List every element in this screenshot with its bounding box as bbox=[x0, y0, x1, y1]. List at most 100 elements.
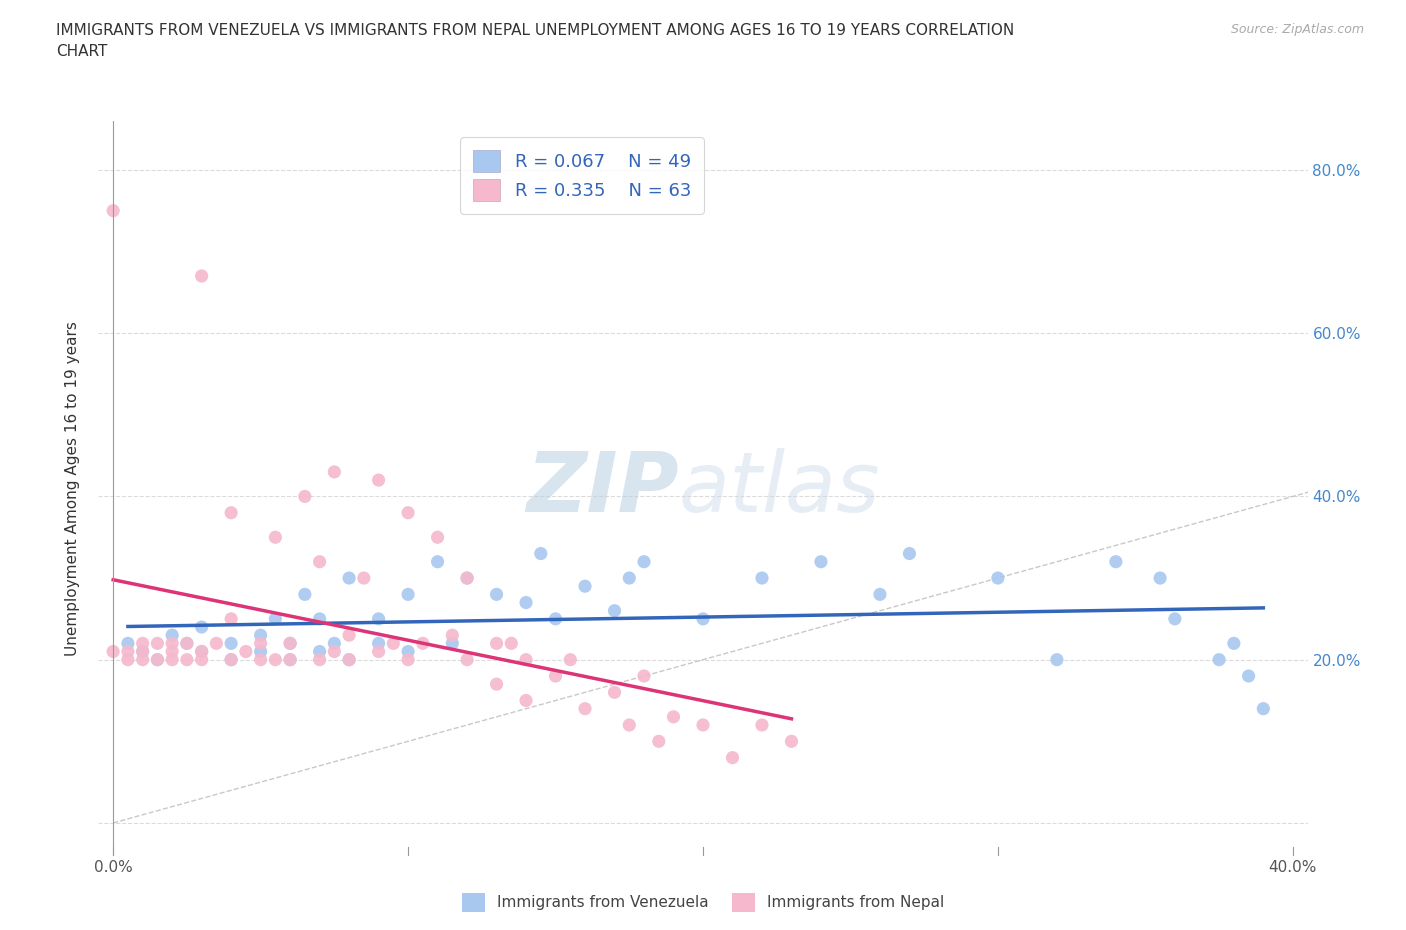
Point bbox=[869, 587, 891, 602]
Legend: R = 0.067    N = 49, R = 0.335    N = 63: R = 0.067 N = 49, R = 0.335 N = 63 bbox=[461, 138, 703, 214]
Point bbox=[1223, 636, 1246, 651]
Text: Source: ZipAtlas.com: Source: ZipAtlas.com bbox=[1230, 23, 1364, 36]
Point bbox=[1208, 652, 1230, 667]
Point bbox=[176, 636, 198, 651]
Legend: Immigrants from Venezuela, Immigrants from Nepal: Immigrants from Venezuela, Immigrants fr… bbox=[456, 887, 950, 918]
Point bbox=[249, 652, 271, 667]
Point bbox=[264, 530, 287, 545]
Point bbox=[278, 652, 301, 667]
Point bbox=[160, 628, 183, 643]
Point bbox=[456, 571, 478, 586]
Point bbox=[219, 652, 242, 667]
Point bbox=[619, 718, 641, 733]
Point bbox=[176, 636, 198, 651]
Point bbox=[308, 611, 330, 626]
Point bbox=[574, 578, 596, 593]
Point bbox=[160, 636, 183, 651]
Point bbox=[249, 636, 271, 651]
Point bbox=[190, 652, 212, 667]
Point bbox=[190, 644, 212, 659]
Point bbox=[219, 652, 242, 667]
Point bbox=[456, 571, 478, 586]
Point bbox=[485, 677, 508, 692]
Point bbox=[264, 611, 287, 626]
Point bbox=[131, 644, 153, 659]
Point bbox=[648, 734, 671, 749]
Point bbox=[633, 554, 655, 569]
Point bbox=[396, 652, 419, 667]
Point bbox=[501, 636, 523, 651]
Point bbox=[396, 505, 419, 520]
Point bbox=[441, 628, 464, 643]
Point bbox=[1149, 571, 1171, 586]
Point bbox=[721, 751, 744, 765]
Point bbox=[235, 644, 257, 659]
Point bbox=[337, 652, 360, 667]
Point bbox=[603, 604, 626, 618]
Point bbox=[692, 718, 714, 733]
Point bbox=[219, 636, 242, 651]
Point bbox=[1253, 701, 1275, 716]
Text: IMMIGRANTS FROM VENEZUELA VS IMMIGRANTS FROM NEPAL UNEMPLOYMENT AMONG AGES 16 TO: IMMIGRANTS FROM VENEZUELA VS IMMIGRANTS … bbox=[56, 23, 1015, 60]
Y-axis label: Unemployment Among Ages 16 to 19 years: Unemployment Among Ages 16 to 19 years bbox=[65, 321, 80, 656]
Point bbox=[456, 652, 478, 667]
Point bbox=[603, 684, 626, 699]
Point bbox=[308, 652, 330, 667]
Point bbox=[264, 652, 287, 667]
Point bbox=[426, 530, 449, 545]
Point bbox=[515, 595, 537, 610]
Point bbox=[1237, 669, 1260, 684]
Point bbox=[633, 669, 655, 684]
Point bbox=[146, 652, 169, 667]
Point bbox=[810, 554, 832, 569]
Point bbox=[190, 644, 212, 659]
Point bbox=[308, 554, 330, 569]
Point bbox=[396, 644, 419, 659]
Point bbox=[367, 472, 389, 487]
Point bbox=[278, 636, 301, 651]
Point bbox=[544, 611, 567, 626]
Point bbox=[780, 734, 803, 749]
Point bbox=[323, 644, 346, 659]
Point bbox=[751, 571, 773, 586]
Point bbox=[367, 644, 389, 659]
Point bbox=[544, 669, 567, 684]
Point bbox=[662, 710, 685, 724]
Point bbox=[146, 652, 169, 667]
Point bbox=[278, 652, 301, 667]
Point bbox=[485, 636, 508, 651]
Point bbox=[1164, 611, 1187, 626]
Point bbox=[515, 693, 537, 708]
Point bbox=[426, 554, 449, 569]
Point bbox=[146, 636, 169, 651]
Point bbox=[396, 587, 419, 602]
Point bbox=[898, 546, 921, 561]
Point bbox=[101, 204, 124, 219]
Point bbox=[337, 628, 360, 643]
Point bbox=[278, 636, 301, 651]
Point bbox=[190, 619, 212, 634]
Point bbox=[367, 611, 389, 626]
Point bbox=[117, 636, 139, 651]
Point bbox=[308, 644, 330, 659]
Point bbox=[249, 628, 271, 643]
Point bbox=[619, 571, 641, 586]
Point bbox=[190, 269, 212, 284]
Point bbox=[249, 644, 271, 659]
Point bbox=[205, 636, 228, 651]
Point bbox=[367, 636, 389, 651]
Point bbox=[574, 701, 596, 716]
Point bbox=[337, 571, 360, 586]
Point bbox=[131, 644, 153, 659]
Point bbox=[323, 636, 346, 651]
Point bbox=[560, 652, 582, 667]
Point bbox=[101, 644, 124, 659]
Point bbox=[412, 636, 434, 651]
Point bbox=[1046, 652, 1069, 667]
Point bbox=[131, 652, 153, 667]
Point bbox=[515, 652, 537, 667]
Point bbox=[530, 546, 553, 561]
Point bbox=[337, 652, 360, 667]
Point bbox=[294, 489, 316, 504]
Point bbox=[751, 718, 773, 733]
